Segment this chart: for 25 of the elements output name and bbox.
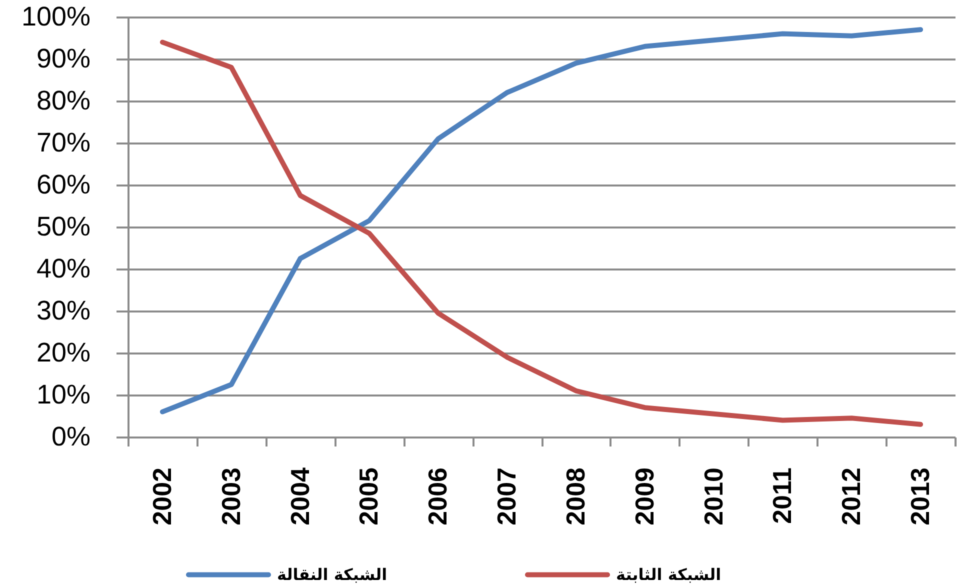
x-tick-label: 2010 — [698, 468, 728, 526]
x-tick-label: 2003 — [216, 468, 246, 526]
legend-label: الشبكة الثابتة — [616, 564, 722, 584]
y-tick-label: 0% — [51, 422, 90, 452]
y-tick-label: 60% — [36, 170, 90, 200]
x-tick-label: 2013 — [905, 468, 936, 526]
x-tick-label: 2005 — [354, 468, 384, 526]
y-tick-label: 50% — [36, 212, 90, 242]
x-tick-label: 2008 — [560, 468, 590, 526]
legend-label: الشبكة النقالة — [277, 564, 388, 584]
y-tick-label: 30% — [36, 296, 90, 326]
y-tick-label: 10% — [36, 380, 90, 410]
x-tick-label: 2006 — [422, 468, 453, 526]
x-tick-label: 2007 — [492, 468, 522, 526]
y-tick-label: 70% — [36, 128, 90, 158]
x-tick-label: 2011 — [767, 468, 798, 524]
x-tick-label: 2002 — [146, 468, 177, 526]
x-tick-label: 2009 — [629, 468, 660, 526]
x-tick-label: 2004 — [284, 466, 315, 526]
y-tick-label: 40% — [36, 254, 90, 284]
y-tick-label: 90% — [36, 44, 90, 74]
y-tick-label: 100% — [21, 2, 90, 32]
y-tick-label: 20% — [36, 338, 90, 368]
x-tick-label: 2012 — [836, 468, 866, 526]
y-tick-label: 80% — [36, 86, 90, 116]
